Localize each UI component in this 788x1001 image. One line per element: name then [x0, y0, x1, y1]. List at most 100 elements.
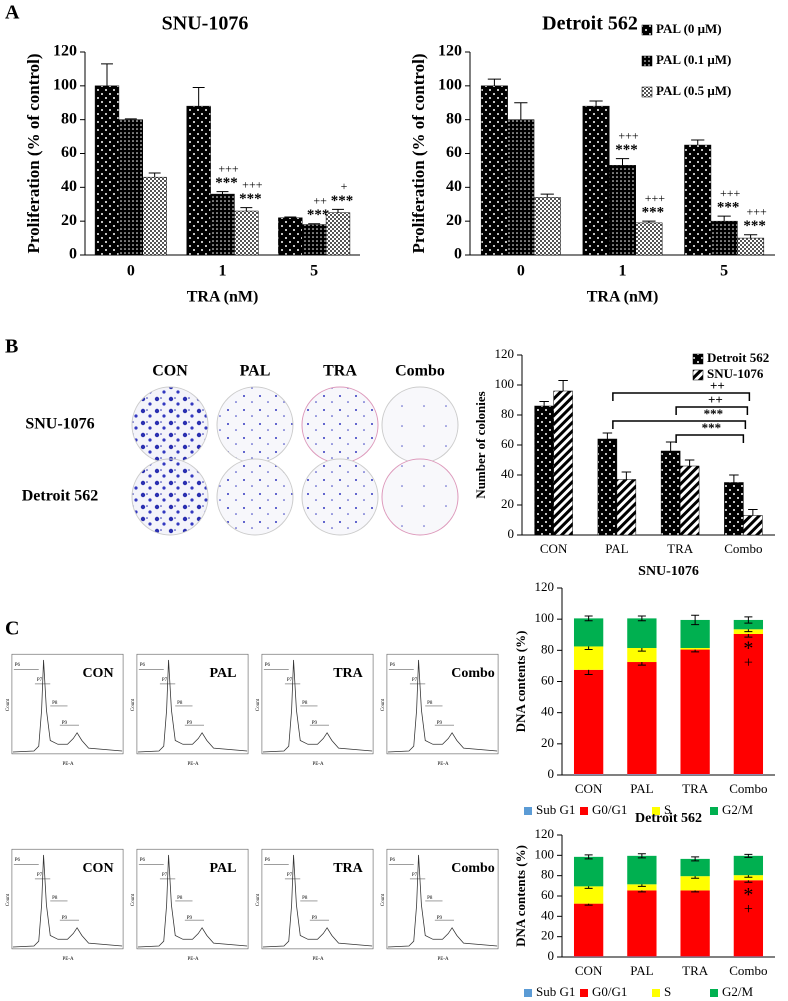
bar-segment	[627, 662, 657, 775]
error-bar	[284, 216, 297, 218]
y-axis-label: Proliferation (% of control)	[24, 53, 43, 253]
error-bar	[240, 207, 253, 212]
histogram-xlabel: PE-A	[62, 957, 74, 962]
gate-label: P6	[15, 663, 21, 668]
y-tick-label: 20	[61, 212, 77, 229]
significance-label: +++	[720, 186, 741, 200]
x-tick-label: CON	[575, 963, 603, 978]
bar-segment	[733, 956, 764, 957]
error-bar	[665, 441, 676, 451]
bar-segment	[573, 956, 604, 957]
bar-segment	[627, 774, 657, 775]
legend-label: SNU-1076	[707, 366, 764, 381]
panel-label: B	[5, 336, 18, 358]
bar	[534, 405, 554, 536]
error-bar	[308, 223, 321, 225]
gate-label: P7	[412, 678, 418, 683]
x-tick-label: 5	[310, 263, 318, 280]
error-bar	[558, 380, 568, 391]
histogram-ylabel: Count	[131, 893, 136, 906]
y-tick-label: 60	[541, 672, 554, 687]
y-tick-label: 0	[548, 948, 555, 963]
column-label: PAL	[240, 363, 271, 380]
flow-histograms	[11, 653, 499, 950]
bar	[142, 176, 167, 256]
panel-label: C	[5, 618, 19, 640]
legend-label: S	[664, 802, 671, 817]
bar	[553, 390, 573, 536]
significance-label: ***	[307, 207, 330, 223]
y-tick-label: 80	[541, 867, 554, 882]
significance-label: +	[744, 655, 753, 672]
comparison-label: ***	[704, 406, 724, 421]
error-bar	[684, 459, 695, 466]
y-tick-label: 0	[69, 246, 77, 263]
histogram-xlabel: PE-A	[312, 762, 324, 767]
histogram-ylabel: Count	[256, 893, 261, 906]
y-tick-label: 120	[495, 346, 515, 361]
legend-label: Sub G1	[536, 802, 575, 817]
significance-label: ***	[239, 191, 262, 207]
y-tick-label: 80	[446, 110, 462, 127]
y-tick-label: 40	[541, 704, 554, 719]
legend-swatch	[524, 807, 532, 815]
comparison-bracket	[612, 420, 747, 429]
significance-label: ***	[717, 200, 740, 216]
x-tick-label: CON	[540, 541, 568, 556]
error-bar	[642, 220, 656, 223]
comparison-label: ***	[702, 420, 722, 435]
bar-segment	[733, 633, 764, 775]
legend-swatch	[641, 86, 653, 98]
bar	[302, 224, 327, 256]
bar-segment	[680, 774, 710, 775]
histogram-xlabel: PE-A	[187, 957, 199, 962]
x-tick-label: 0	[517, 263, 525, 280]
legend-label: Detroit 562	[707, 350, 769, 365]
y-tick-label: 60	[501, 436, 514, 451]
y-tick-label: 100	[535, 610, 555, 625]
y-tick-label: 80	[501, 406, 514, 421]
colony-plate	[301, 386, 379, 464]
gate-label: P8	[302, 701, 308, 706]
y-tick-label: 20	[446, 212, 462, 229]
colony-plate	[381, 386, 459, 464]
gate-label: P7	[37, 678, 43, 683]
y-tick-label: 120	[53, 43, 77, 60]
y-tick-label: 120	[535, 826, 555, 841]
gate-label: P8	[52, 896, 58, 901]
bar	[278, 217, 303, 256]
error-bar	[637, 615, 646, 622]
significance-label: +++	[746, 204, 767, 218]
gate-label: P9	[62, 916, 68, 921]
gate-label: P6	[140, 663, 146, 668]
x-tick-label: CON	[575, 781, 603, 796]
error-bar	[717, 215, 731, 222]
column-label: Combo	[395, 363, 445, 380]
y-tick-label: 40	[61, 178, 77, 195]
bar-segment	[733, 880, 764, 957]
gate-label: P7	[37, 873, 43, 878]
bar-segment	[573, 774, 604, 775]
bar	[724, 482, 744, 536]
legend-swatch	[524, 989, 532, 997]
x-tick-label: Combo	[724, 541, 762, 556]
error-bar	[589, 100, 603, 107]
gate-label: P6	[265, 858, 271, 863]
bar-segment	[733, 875, 764, 881]
bar-segment	[627, 618, 657, 648]
error-bar	[584, 615, 593, 622]
gate-label: P6	[390, 663, 396, 668]
y-tick-label: 120	[438, 43, 462, 60]
y-tick-label: 60	[541, 887, 554, 902]
y-tick-label: 40	[501, 466, 514, 481]
bar	[609, 165, 636, 256]
comparison-bracket	[675, 406, 749, 415]
y-axis-label: Number of colonies	[473, 391, 488, 498]
gate-label: P8	[177, 896, 183, 901]
significance-label: ***	[215, 175, 238, 191]
significance-label: +	[744, 901, 753, 918]
gate-label: P9	[187, 721, 193, 726]
gate-label: P7	[412, 873, 418, 878]
error-bar	[192, 87, 205, 107]
comparison-bracket	[612, 392, 751, 401]
